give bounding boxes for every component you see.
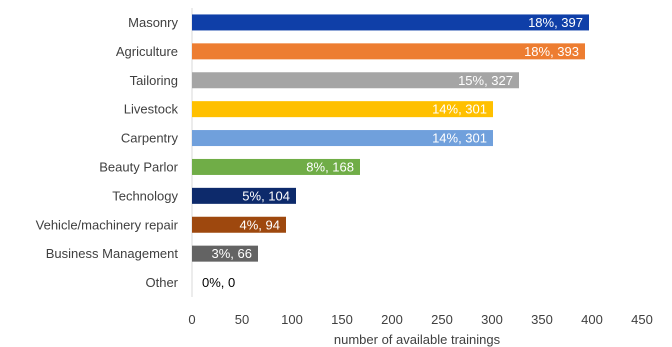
x-tick-300: 300 (481, 312, 503, 327)
data-label-beauty-parlor: 8%, 168 (306, 159, 354, 174)
x-tick-400: 400 (581, 312, 603, 327)
data-label-agriculture: 18%, 393 (524, 44, 579, 59)
x-axis-title: number of available trainings (334, 332, 501, 347)
x-tick-labels: 0 50 100 150 200 250 300 350 400 450 (188, 312, 652, 327)
category-labels: Masonry Agriculture Tailoring Livestock Carp… (36, 15, 179, 290)
data-label-masonry: 18%, 397 (528, 15, 583, 30)
bar-livestock (192, 101, 493, 118)
x-tick-50: 50 (235, 312, 249, 327)
x-tick-450: 450 (631, 312, 653, 327)
category-label-beauty-parlor: Beauty Parlor (99, 159, 178, 174)
bars-group (192, 14, 589, 262)
x-tick-350: 350 (531, 312, 553, 327)
category-label-tailoring: Tailoring (130, 73, 178, 88)
data-label-tailoring: 15%, 327 (458, 73, 513, 88)
bar-tailoring (192, 72, 519, 89)
x-tick-0: 0 (188, 312, 195, 327)
category-label-livestock: Livestock (124, 102, 179, 117)
x-tick-150: 150 (331, 312, 353, 327)
data-label-carpentry: 14%, 301 (432, 131, 487, 146)
x-tick-200: 200 (381, 312, 403, 327)
bar-business-management (192, 245, 258, 262)
x-tick-250: 250 (431, 312, 453, 327)
bar-beauty-parlor (192, 158, 360, 175)
data-labels: 18%, 397 18%, 393 15%, 327 14%, 301 14%, 301… (202, 15, 583, 290)
category-label-business-management: Business Management (46, 246, 179, 261)
data-label-other: 0%, 0 (202, 275, 235, 290)
bar-masonry (192, 14, 589, 31)
x-tick-100: 100 (281, 312, 303, 327)
category-label-vehicle-machinery-repair: Vehicle/machinery repair (36, 217, 179, 232)
category-label-agriculture: Agriculture (116, 44, 178, 59)
category-label-technology: Technology (112, 188, 178, 203)
bar-technology (192, 187, 296, 204)
data-label-technology: 5%, 104 (242, 188, 290, 203)
data-label-vehicle-machinery-repair: 4%, 94 (240, 217, 280, 232)
bar-carpentry (192, 130, 493, 147)
bar-vehicle-machinery-repair (192, 216, 286, 233)
category-label-carpentry: Carpentry (121, 131, 179, 146)
category-label-other: Other (145, 275, 178, 290)
category-label-masonry: Masonry (128, 15, 178, 30)
bar-agriculture (192, 43, 585, 60)
data-label-livestock: 14%, 301 (432, 102, 487, 117)
data-label-business-management: 3%, 66 (212, 246, 252, 261)
